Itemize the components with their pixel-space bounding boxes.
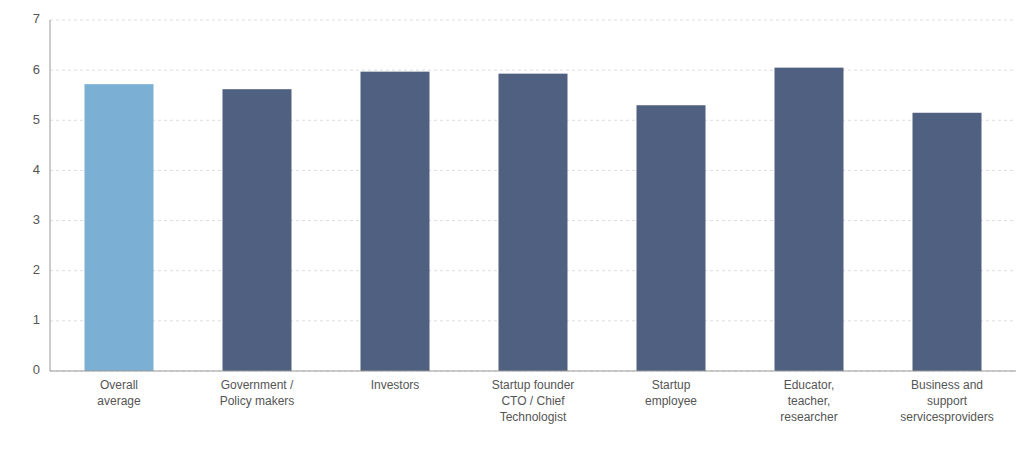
- y-tick-label: 4: [33, 162, 40, 177]
- x-axis-line: [50, 371, 1016, 372]
- bars: [85, 68, 982, 371]
- grid-line: [50, 20, 1016, 21]
- x-tick-label-line: Educator,: [784, 378, 835, 392]
- x-tick-label-line: CTO / Chief: [501, 394, 565, 408]
- chart-svg: 0 1 2 3 4 5 6 7 Overall average Government / Policy…: [0, 0, 1036, 453]
- x-tick-label-line: teacher,: [788, 394, 831, 408]
- bar: [775, 68, 844, 371]
- y-tick-label: 3: [33, 212, 40, 227]
- x-tick-label-line: employee: [645, 394, 697, 408]
- y-tick-label: 7: [33, 11, 40, 26]
- y-tick-label: 6: [33, 62, 40, 77]
- bar: [637, 105, 706, 371]
- x-tick-label: Business and support servicesproviders: [900, 378, 993, 424]
- x-axis: Overall average Government / Policy makers I…: [97, 378, 993, 424]
- y-tick-label: 5: [33, 112, 40, 127]
- x-tick-label-line: Overall: [100, 378, 138, 392]
- x-tick-label-line: Startup founder: [492, 378, 575, 392]
- x-tick-label-line: Technologist: [500, 410, 567, 424]
- y-tick-label: 0: [33, 362, 40, 377]
- y-axis-line: [50, 20, 51, 371]
- grid-line: [50, 70, 1016, 71]
- y-tick-label: 1: [33, 312, 40, 327]
- x-tick-label: Startup employee: [645, 378, 697, 408]
- x-tick-label-line: average: [97, 394, 141, 408]
- x-tick-label-line: Investors: [371, 378, 420, 392]
- x-tick-label-line: Business and: [911, 378, 983, 392]
- x-tick-label: Startup founder CTO / Chief Technologist: [492, 378, 575, 424]
- x-tick-label: Investors: [371, 378, 420, 392]
- bar: [223, 89, 292, 371]
- bar: [85, 84, 154, 371]
- x-tick-label-line: Startup: [652, 378, 691, 392]
- y-axis: 0 1 2 3 4 5 6 7: [33, 11, 40, 377]
- chart-container: 0 1 2 3 4 5 6 7 Overall average Government / Policy…: [0, 0, 1036, 453]
- x-tick-label: Educator, teacher, researcher: [780, 378, 837, 424]
- grid-line: [50, 371, 1016, 372]
- bar: [913, 113, 982, 371]
- x-tick-label: Government / Policy makers: [220, 378, 295, 408]
- x-tick-label-line: researcher: [780, 410, 837, 424]
- x-tick-label-line: servicesproviders: [900, 410, 993, 424]
- x-tick-label-line: Policy makers: [220, 394, 295, 408]
- x-tick-label: Overall average: [97, 378, 141, 408]
- x-tick-label-line: Government /: [221, 378, 294, 392]
- grid: [50, 20, 1016, 371]
- x-tick-label-line: support: [927, 394, 968, 408]
- bar: [499, 74, 568, 371]
- y-tick-label: 2: [33, 262, 40, 277]
- bar: [361, 72, 430, 371]
